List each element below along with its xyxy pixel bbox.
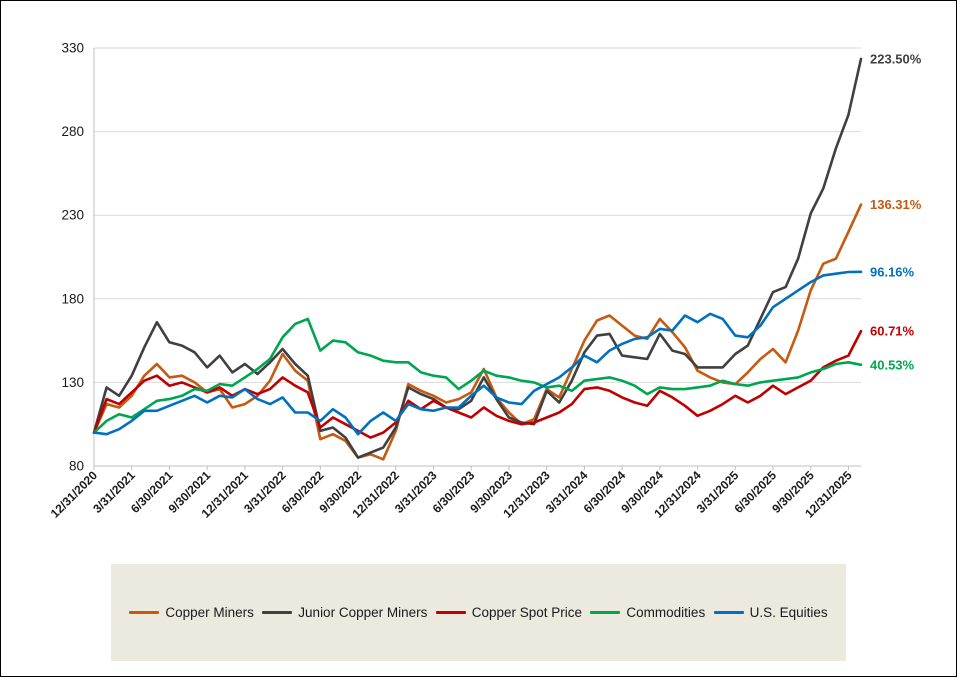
legend-label-commodities: Commodities	[626, 605, 706, 620]
end-label-commodities: 40.53%	[870, 357, 915, 372]
series-line-commodities	[92, 317, 863, 434]
performance-line-chart: 8013018023028033012/31/20203/31/20216/30…	[48, 41, 922, 521]
legend-item-copper-spot-price: Copper Spot Price	[435, 605, 583, 620]
legend-label-junior-copper-miners: Junior Copper Miners	[298, 605, 428, 620]
y-axis-label: 230	[61, 208, 84, 223]
y-axis-label: 130	[61, 375, 84, 390]
end-label-copper-miners: 136.31%	[870, 197, 922, 212]
legend-swatch-copper-miners	[129, 611, 160, 614]
x-axis-label: 12/31/2020	[48, 468, 101, 521]
legend-label-copper-miners: Copper Miners	[165, 605, 254, 620]
legend-swatch-copper-spot-price	[435, 611, 466, 614]
chart-legend: Copper Miners Junior Copper Miners Coppe…	[111, 564, 846, 661]
legend-item-commodities: Commodities	[590, 605, 705, 620]
end-label-junior-copper-miners: 223.50%	[870, 51, 922, 66]
series-line-copper-miners	[92, 203, 863, 461]
y-axis-label: 280	[61, 124, 84, 139]
y-axis-label: 180	[61, 291, 84, 306]
series-line-u-s-equities	[92, 270, 863, 436]
y-axis-label: 80	[69, 459, 84, 474]
series-line-copper-spot-price	[92, 329, 863, 439]
end-label-u-s-equities: 96.16%	[870, 264, 915, 279]
legend-item-junior-copper-miners: Junior Copper Miners	[262, 605, 427, 620]
end-label-copper-spot-price: 60.71%	[870, 324, 915, 339]
legend-swatch-junior-copper-miners	[262, 611, 293, 614]
y-axis-label: 330	[61, 41, 84, 56]
legend-label-us-equities: U.S. Equities	[749, 605, 828, 620]
legend-label-copper-spot-price: Copper Spot Price	[471, 605, 583, 620]
legend-swatch-us-equities	[713, 611, 744, 614]
legend-item-copper-miners: Copper Miners	[129, 605, 254, 620]
series-line-junior-copper-miners	[92, 57, 863, 459]
legend-item-us-equities: U.S. Equities	[713, 605, 828, 620]
legend-swatch-commodities	[590, 611, 621, 614]
